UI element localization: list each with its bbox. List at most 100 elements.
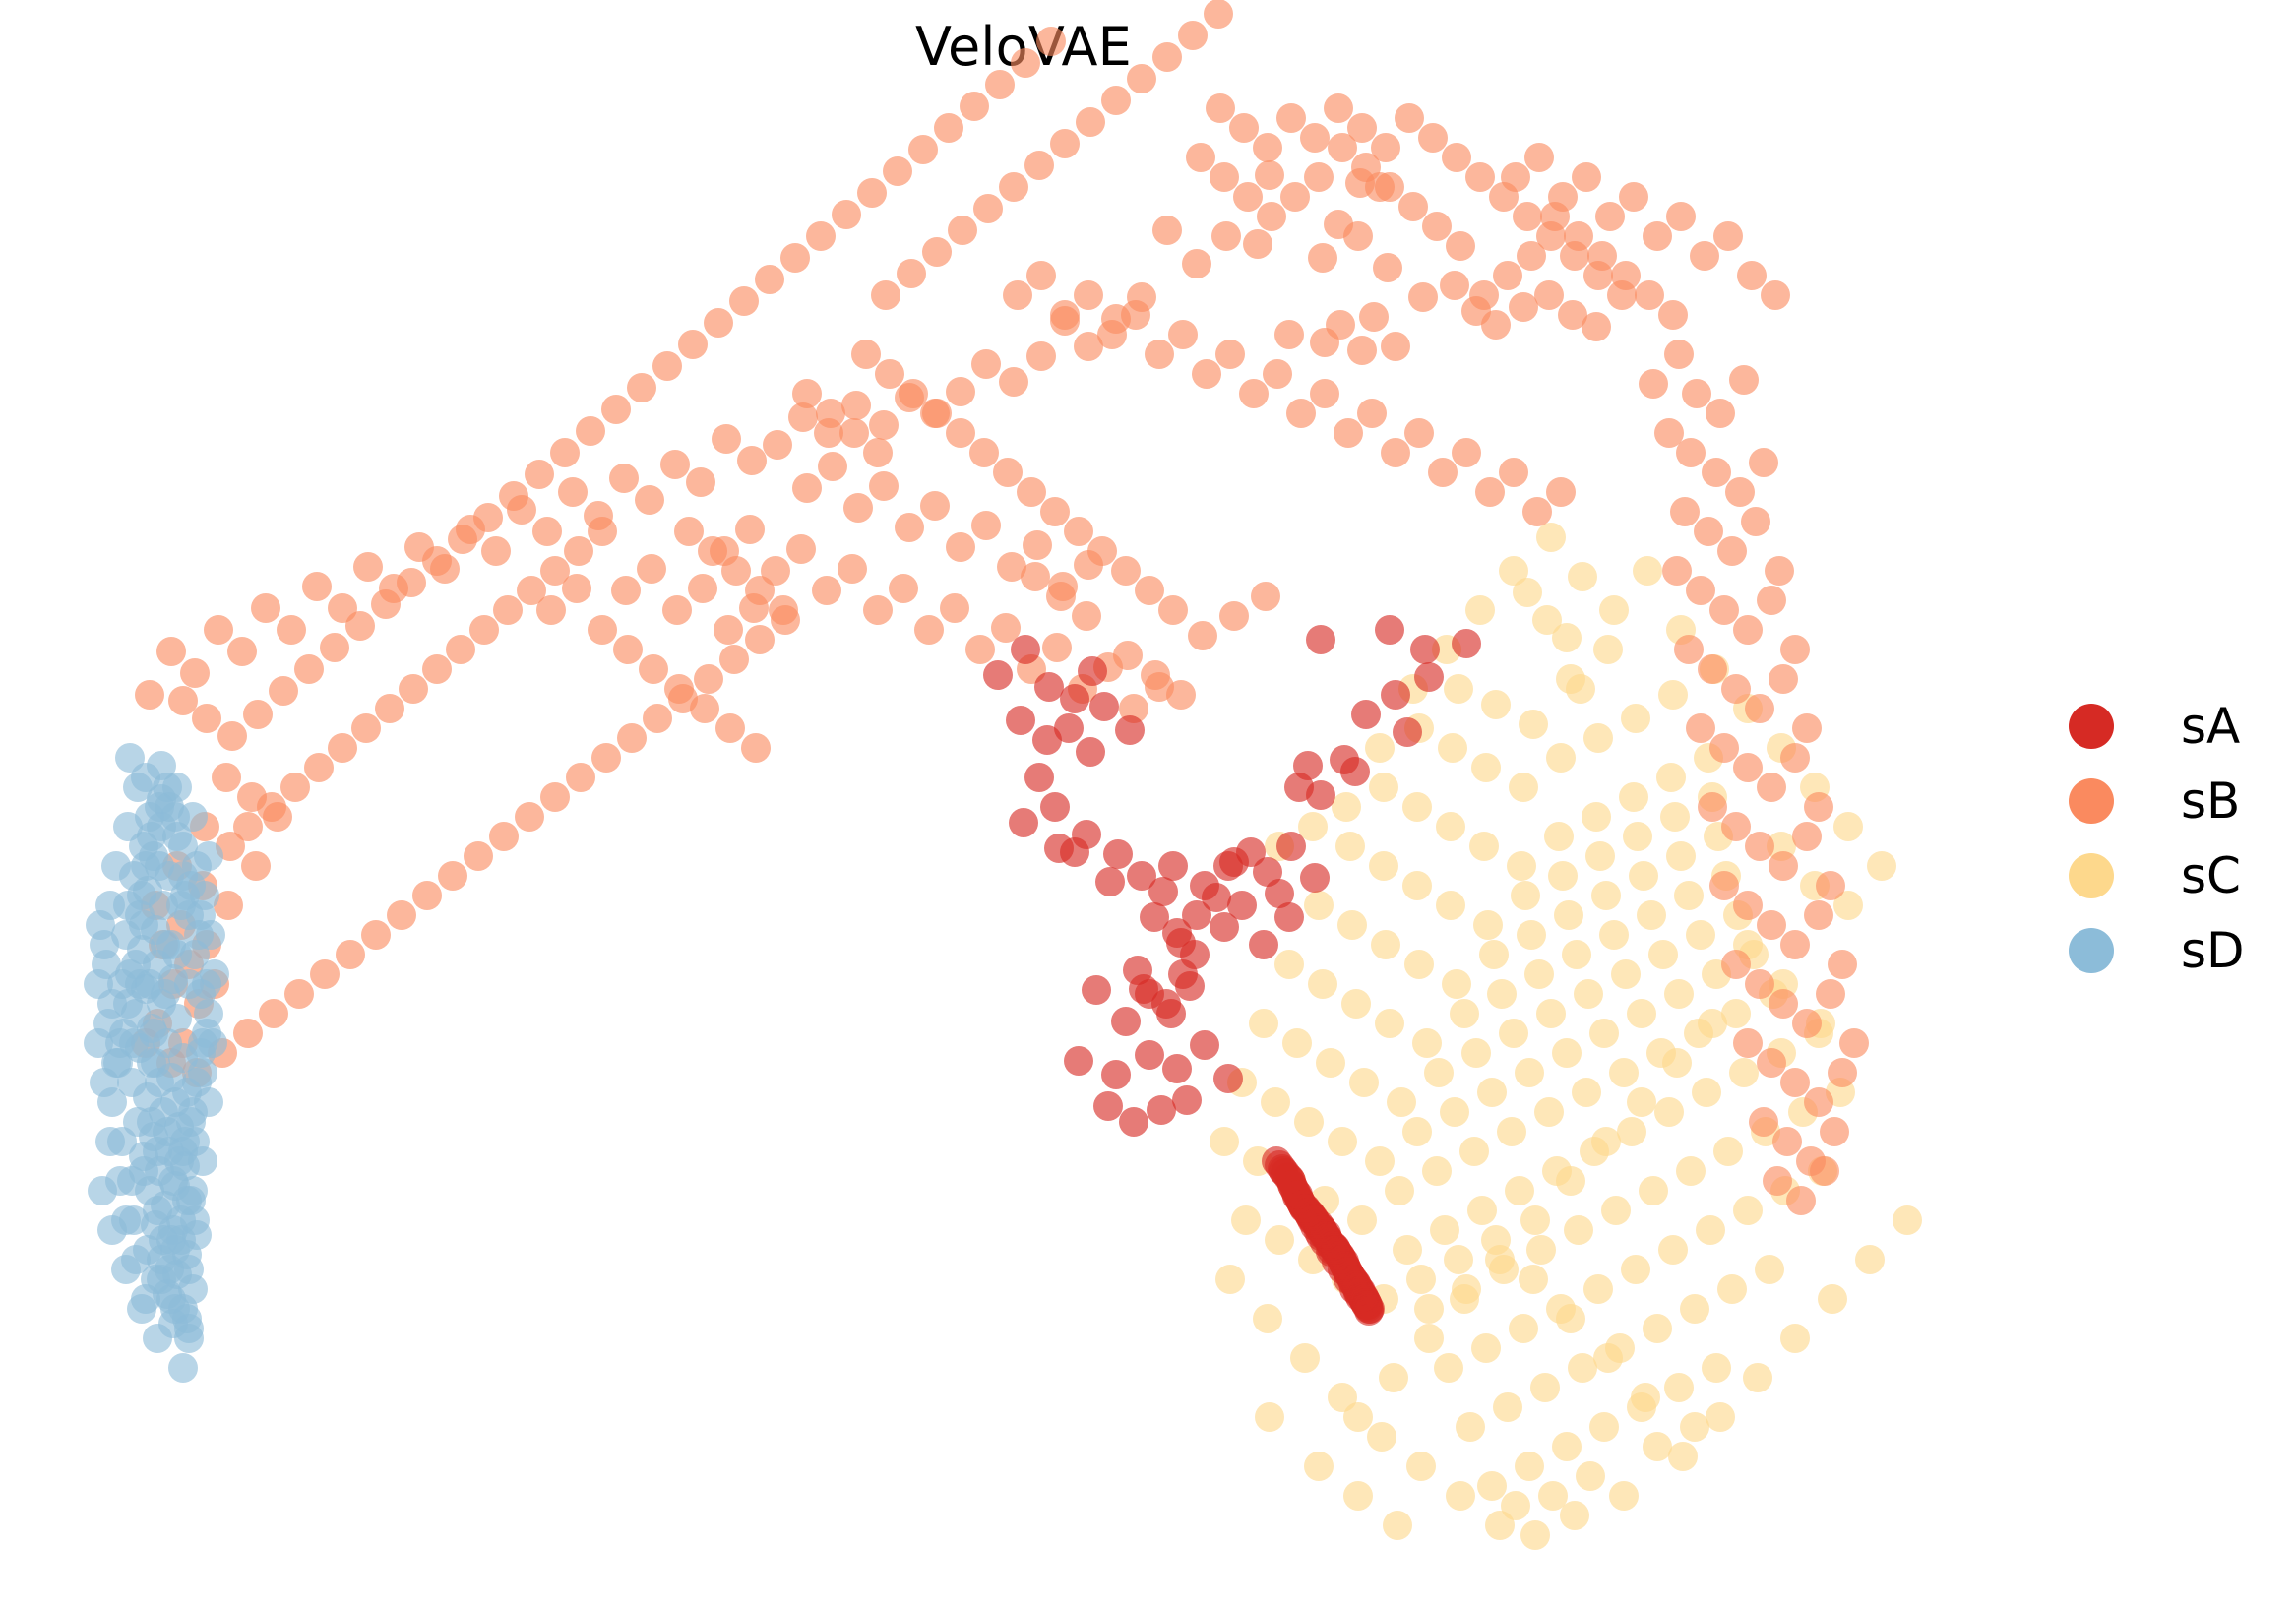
- scatter-point: [1745, 832, 1774, 861]
- scatter-point: [704, 308, 733, 338]
- scatter-point: [1186, 143, 1215, 172]
- scatter-point: [540, 782, 570, 812]
- scatter-point: [806, 221, 836, 251]
- legend-swatch-sC: [2069, 853, 2114, 898]
- scatter-point: [1546, 477, 1576, 507]
- scatter-point: [1093, 1091, 1123, 1121]
- scatter-point: [1398, 192, 1428, 221]
- scatter-point: [1210, 912, 1239, 942]
- scatter-point: [788, 402, 818, 432]
- scatter-point: [1040, 792, 1070, 822]
- scatter-point: [1676, 1156, 1706, 1186]
- scatter-point: [1617, 1117, 1646, 1146]
- scatter-point: [1623, 822, 1652, 851]
- scatter-point: [999, 367, 1028, 397]
- scatter-point: [1562, 940, 1591, 969]
- scatter-point: [1034, 672, 1064, 702]
- scatter-point: [1414, 1324, 1444, 1353]
- scatter-point: [1690, 241, 1719, 271]
- scatter-point: [1583, 1274, 1613, 1304]
- scatter-point: [1328, 133, 1357, 162]
- scatter-point: [180, 658, 210, 688]
- scatter-point: [1236, 837, 1266, 867]
- scatter-point: [1357, 399, 1387, 428]
- scatter-point: [1274, 950, 1304, 979]
- scatter-point: [1713, 1137, 1743, 1166]
- scatter-point: [591, 743, 621, 773]
- scatter-point: [1658, 1235, 1688, 1265]
- scatter-point: [1757, 773, 1786, 802]
- legend-label-sC: sC: [2181, 847, 2241, 904]
- scatter-point: [1749, 448, 1778, 477]
- scatter-point: [1050, 300, 1080, 330]
- scatter-point: [129, 910, 158, 940]
- scatter-point: [1572, 1078, 1601, 1107]
- scatter-point: [1375, 615, 1404, 645]
- scatter-point: [1729, 1058, 1759, 1087]
- scatter-point: [999, 172, 1028, 202]
- scatter-point: [688, 574, 717, 603]
- scatter-point: [1440, 1097, 1469, 1127]
- scatter-point: [1536, 999, 1566, 1028]
- scatter-point: [1148, 877, 1178, 906]
- scatter-point: [194, 1087, 223, 1117]
- scatter-point: [1442, 969, 1471, 999]
- scatter-point: [284, 979, 314, 1009]
- scatter-point: [1113, 641, 1143, 670]
- scatter-point: [336, 940, 365, 969]
- scatter-point: [1544, 822, 1574, 851]
- scatter-point: [1465, 595, 1495, 625]
- scatter-point: [1664, 340, 1694, 369]
- scatter-point: [1111, 1007, 1141, 1036]
- scatter-point: [188, 1146, 217, 1176]
- scatter-point: [934, 113, 963, 143]
- scatter-point: [84, 1028, 113, 1058]
- scatter-point: [1621, 1255, 1650, 1284]
- scatter-point: [1721, 999, 1751, 1028]
- scatter-point: [180, 1205, 210, 1235]
- scatter-point: [1334, 418, 1363, 448]
- scatter-point: [1180, 940, 1210, 969]
- scatter-point: [1324, 93, 1353, 123]
- scatter-point: [1446, 231, 1475, 261]
- scatter-point: [714, 615, 743, 645]
- scatter-point: [168, 832, 198, 861]
- scatter-point: [1383, 1511, 1412, 1540]
- legend-item-sC[interactable]: sC: [2047, 838, 2296, 913]
- scatter-point: [251, 593, 280, 623]
- scatter-point: [176, 871, 206, 900]
- scatter-point: [1213, 1064, 1243, 1093]
- scatter-point: [1566, 674, 1595, 704]
- legend: sA sB sC sD: [2047, 689, 2296, 988]
- scatter-point: [1513, 578, 1542, 607]
- scatter-point: [95, 1127, 125, 1156]
- scatter-point: [1582, 802, 1611, 832]
- scatter-point: [1074, 332, 1103, 361]
- scatter-point: [1310, 379, 1339, 408]
- scatter-canvas: [84, 0, 1922, 1550]
- legend-item-sD[interactable]: sD: [2047, 913, 2296, 988]
- scatter-point: [194, 841, 223, 871]
- scatter-point: [1352, 1290, 1382, 1320]
- scatter-point: [1351, 700, 1381, 729]
- scatter-point: [1583, 723, 1613, 753]
- scatter-point: [1585, 841, 1615, 871]
- scatter-point: [387, 900, 416, 930]
- scatter-point: [1501, 1491, 1530, 1520]
- scatter-point: [1135, 979, 1164, 1009]
- scatter-point: [1261, 1087, 1290, 1117]
- scatter-point: [489, 822, 519, 851]
- scatter-point: [1459, 1137, 1489, 1166]
- scatter-point: [851, 340, 881, 369]
- scatter-point: [1227, 891, 1257, 920]
- scatter-point: [745, 576, 775, 605]
- scatter-point: [1036, 27, 1066, 56]
- legend-item-sB[interactable]: sB: [2047, 764, 2296, 838]
- scatter-point: [1024, 151, 1054, 180]
- scatter-point: [588, 615, 617, 645]
- scatter-point: [1737, 261, 1767, 290]
- scatter-point: [375, 694, 404, 723]
- legend-item-sA[interactable]: sA: [2047, 689, 2296, 764]
- scatter-point: [1298, 812, 1328, 841]
